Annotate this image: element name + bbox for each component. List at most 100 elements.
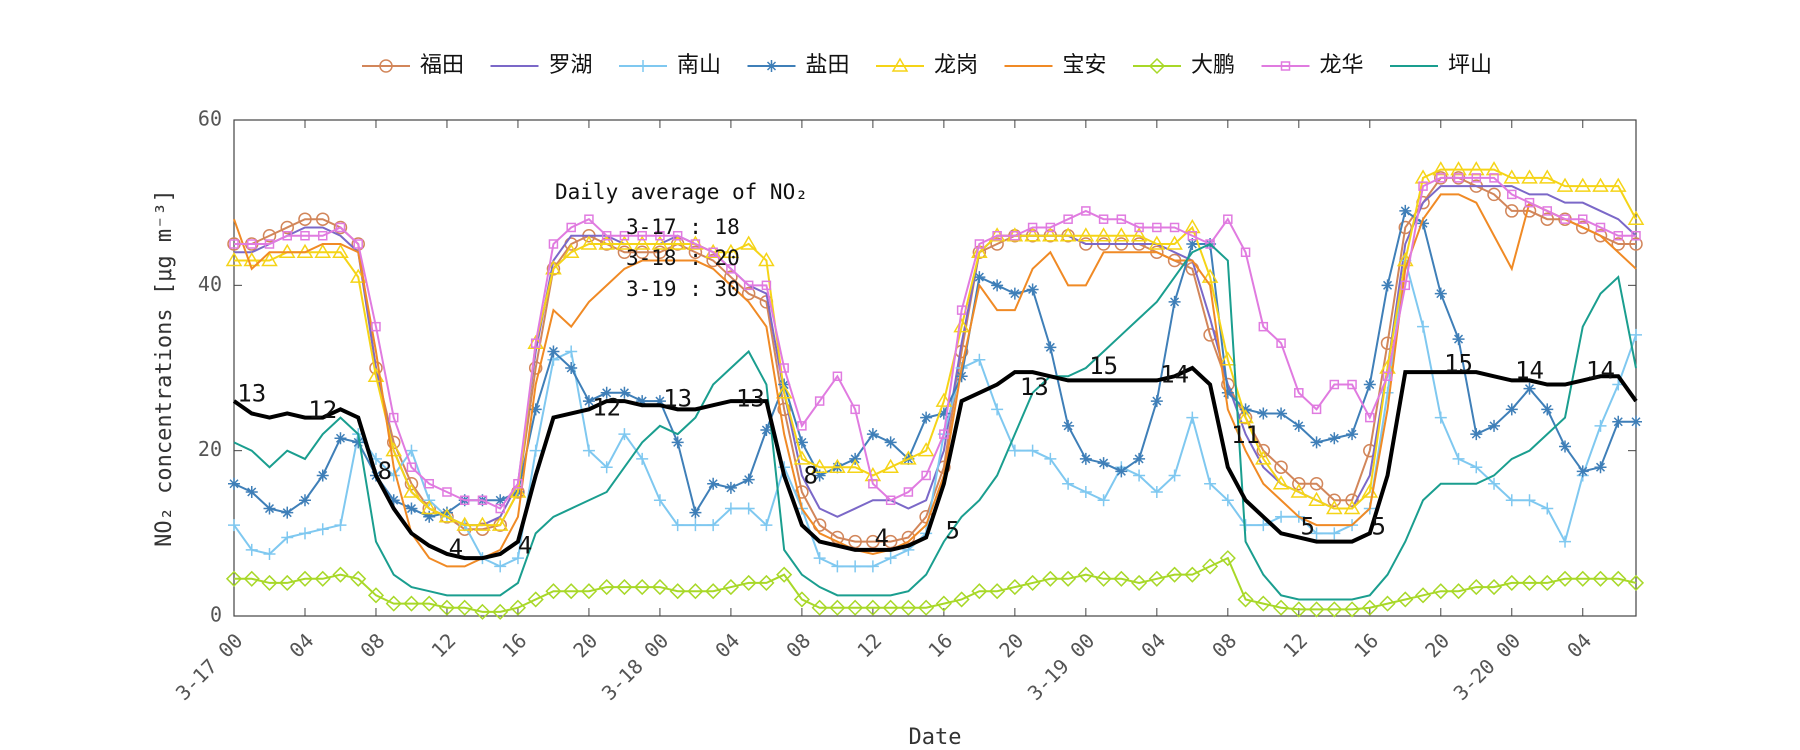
marker: [1559, 535, 1572, 548]
marker: [1328, 432, 1341, 445]
marker: [971, 583, 988, 600]
marker: [263, 548, 276, 560]
marker: [1629, 237, 1643, 251]
marker: [246, 239, 257, 249]
marker: [900, 599, 917, 616]
annotation: 14: [1160, 360, 1189, 388]
marker: [1168, 469, 1181, 482]
marker: [1237, 409, 1254, 424]
marker: [334, 519, 347, 532]
marker: [1400, 280, 1411, 291]
marker: [688, 245, 703, 260]
legend-item: 坪山: [1390, 53, 1492, 78]
marker: [1290, 483, 1308, 498]
marker: [779, 363, 789, 373]
marker: [262, 228, 277, 243]
marker: [1026, 283, 1039, 296]
marker: [403, 595, 420, 612]
marker: [1201, 268, 1219, 283]
marker: [527, 591, 544, 608]
series-line: [233, 193, 1637, 568]
marker: [726, 264, 736, 274]
marker: [707, 477, 720, 490]
marker: [1042, 570, 1059, 587]
marker: [758, 574, 775, 591]
marker: [351, 237, 365, 251]
marker: [1505, 403, 1518, 416]
marker: [989, 583, 1006, 600]
legend-label: 盐田: [806, 53, 850, 78]
marker: [1148, 235, 1166, 250]
x-tick-label: 3-19 00: [1023, 628, 1100, 705]
marker: [1290, 601, 1307, 618]
marker: [1325, 500, 1343, 515]
x-tick-label: 20: [1420, 628, 1454, 662]
marker: [1631, 230, 1641, 241]
marker: [689, 506, 702, 519]
marker: [547, 345, 560, 358]
marker: [706, 253, 720, 268]
marker: [1008, 287, 1021, 300]
marker: [385, 595, 402, 612]
marker: [1436, 173, 1446, 183]
marker: [671, 519, 684, 532]
marker: [565, 345, 578, 358]
annotation: 12: [592, 394, 621, 422]
annotation: 11: [1231, 421, 1260, 449]
marker: [1184, 566, 1201, 583]
marker: [1186, 411, 1199, 424]
marker: [1276, 338, 1286, 348]
marker: [1381, 279, 1394, 292]
marker: [1487, 187, 1501, 202]
marker: [743, 280, 754, 291]
legend-label: 龙岗: [934, 53, 978, 78]
marker: [669, 235, 686, 250]
marker: [1133, 469, 1146, 482]
marker: [1559, 440, 1572, 453]
marker: [1345, 493, 1359, 508]
marker: [1152, 222, 1162, 233]
marker: [1542, 206, 1553, 216]
marker: [1024, 227, 1041, 242]
legend-item: 福田: [362, 53, 464, 78]
marker: [509, 599, 527, 616]
marker: [1079, 452, 1092, 465]
marker: [1610, 570, 1627, 587]
annotation: 15: [1089, 352, 1118, 380]
marker: [1240, 247, 1251, 258]
marker: [1578, 214, 1588, 224]
marker: [1379, 595, 1396, 612]
marker: [1417, 217, 1430, 230]
marker: [282, 230, 292, 241]
series-line: [233, 242, 1637, 601]
series: [233, 242, 1637, 601]
marker: [1488, 419, 1501, 432]
marker: [350, 570, 367, 587]
legend-item: 大鹏: [1133, 53, 1235, 78]
marker: [1113, 227, 1130, 242]
marker: [228, 519, 240, 532]
marker: [1576, 220, 1590, 235]
marker: [1538, 169, 1556, 184]
marker: [953, 318, 970, 333]
marker: [1219, 351, 1237, 366]
marker: [371, 321, 381, 332]
marker: [1471, 173, 1482, 183]
marker: [1523, 494, 1536, 507]
marker: [1308, 491, 1325, 507]
marker: [1399, 204, 1412, 217]
marker: [280, 220, 294, 235]
marker: [317, 230, 328, 241]
marker: [1045, 222, 1056, 233]
marker: [1310, 527, 1323, 540]
marker: [1027, 222, 1038, 233]
marker: [1328, 527, 1341, 540]
marker: [1539, 574, 1556, 591]
annotation: 14: [1515, 356, 1544, 384]
marker: [1630, 328, 1642, 341]
annotation: 13: [1020, 373, 1049, 401]
marker: [316, 469, 329, 482]
legend-label: 宝安: [1063, 53, 1107, 78]
marker: [420, 500, 438, 515]
